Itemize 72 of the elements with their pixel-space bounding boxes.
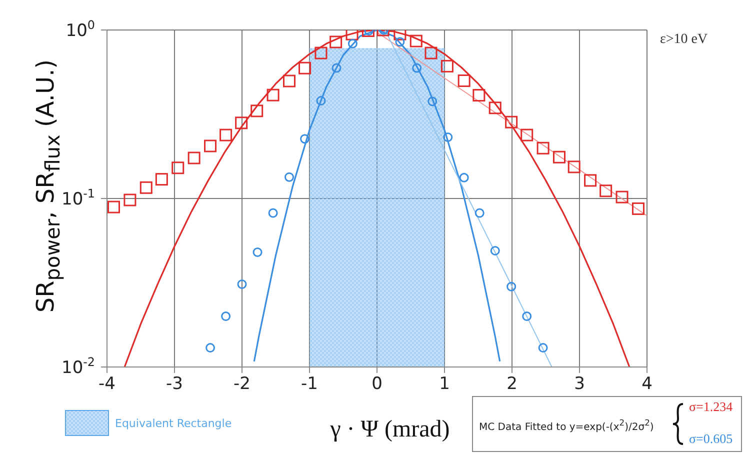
point <box>506 282 516 292</box>
text: σ=1.234 <box>689 399 733 414</box>
point <box>394 30 406 40</box>
point <box>346 30 358 40</box>
point <box>188 152 200 164</box>
point <box>553 150 566 164</box>
x-tick-label: -2 <box>234 374 250 394</box>
point <box>472 88 486 102</box>
x-tick-label: 4 <box>642 374 652 394</box>
point <box>538 343 548 353</box>
point <box>316 96 326 106</box>
point <box>300 134 310 144</box>
point <box>284 172 294 182</box>
x-tick-label: 2 <box>506 374 518 394</box>
point <box>250 104 264 118</box>
point <box>410 34 422 48</box>
x-tick-label: -4 <box>98 374 116 394</box>
point <box>220 128 232 142</box>
point <box>395 37 405 47</box>
x-tick-label: 0 <box>372 374 382 394</box>
point <box>522 312 532 322</box>
point <box>490 246 500 256</box>
point <box>108 200 120 214</box>
point <box>568 160 580 174</box>
point <box>237 279 247 289</box>
point <box>204 140 217 152</box>
point <box>140 181 152 194</box>
text: σ=0.605 <box>689 431 733 446</box>
point <box>221 312 231 322</box>
point <box>536 142 550 154</box>
point <box>124 194 136 206</box>
point <box>474 208 484 218</box>
point <box>458 74 470 87</box>
point <box>235 116 248 130</box>
point <box>348 38 358 48</box>
x-axis-title: γ · Ψ (mrad) <box>330 416 450 442</box>
y-tick-label: 10$^{-1}$ <box>62 186 95 210</box>
text: ε>10 eV <box>660 32 708 47</box>
point <box>314 46 328 60</box>
point <box>268 208 278 218</box>
x-tick-label: 1 <box>439 374 450 394</box>
point <box>520 128 534 142</box>
line-series <box>124 30 630 367</box>
y-tick-label: 10$^{-2}$ <box>62 355 95 378</box>
point <box>266 88 280 102</box>
point <box>600 184 612 198</box>
point <box>206 343 216 353</box>
point <box>172 162 184 174</box>
point <box>283 74 296 88</box>
x-tick-label: 3 <box>574 374 585 394</box>
point <box>459 172 469 182</box>
point <box>584 174 597 187</box>
line-series <box>253 30 501 362</box>
point <box>443 132 453 142</box>
x-tick-label: -1 <box>301 374 318 394</box>
point <box>632 202 644 215</box>
text: MC Data Fitted to y=exp(-(x$^{2}$)/2σ$^{2}$) <box>479 418 654 434</box>
point <box>424 46 438 60</box>
point <box>505 116 518 128</box>
point <box>488 102 502 114</box>
point <box>330 36 342 48</box>
point <box>616 190 628 204</box>
x-tick-label: -3 <box>166 374 183 394</box>
point <box>155 173 168 186</box>
point <box>412 63 422 73</box>
point <box>252 247 262 257</box>
point <box>428 96 438 106</box>
y-tick-label: 10$^{0}$ <box>66 18 95 41</box>
legend-label: Equivalent Rectangle <box>115 416 232 430</box>
point <box>298 62 312 74</box>
point <box>332 63 342 73</box>
point <box>440 60 454 72</box>
